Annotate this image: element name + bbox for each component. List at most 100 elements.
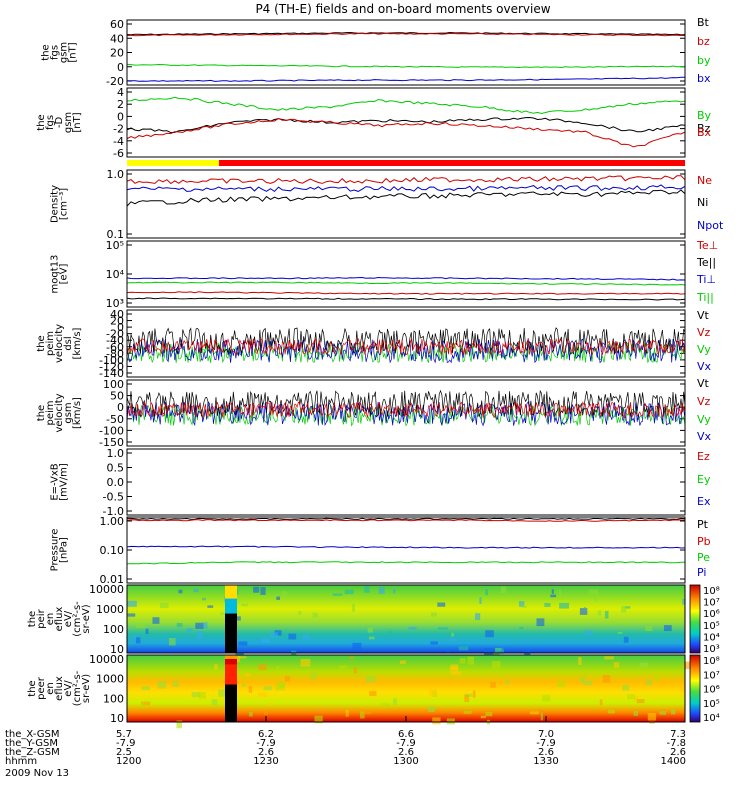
y-axis-label: (cm²-s- (72, 601, 83, 637)
heatmap-cell (684, 661, 693, 670)
heatmap-cell (145, 628, 149, 634)
y-axis-label: fgs (45, 115, 56, 130)
y-tick-label: 1.0 (107, 168, 125, 181)
heatmap-cell (670, 709, 676, 715)
heatmap-cell (260, 587, 266, 595)
heatmap-cell (623, 636, 629, 643)
legend-entry: Ti|| (696, 291, 714, 304)
colorbar (689, 654, 701, 723)
legend-entry: Pt (697, 518, 709, 531)
panel-frame (126, 87, 686, 158)
heatmap-cell (529, 711, 540, 715)
heatmap-cell (225, 659, 237, 665)
heatmap-cell (186, 628, 193, 632)
y-tick-label: 1.0 (107, 447, 125, 460)
heatmap-cell (132, 634, 137, 639)
heatmap-cell (584, 630, 593, 636)
series-line-By (126, 96, 686, 115)
x-tick-value: -7.9 (536, 738, 556, 749)
heatmap-cell (258, 692, 267, 697)
y-tick-label: 0.5 (107, 462, 125, 475)
legend-entry: Vx (697, 360, 712, 373)
series-line-Te⊥ (126, 291, 686, 295)
heatmap-cell (352, 642, 362, 651)
y-tick-label: 0.10 (100, 544, 125, 557)
y-axis-label: en (45, 613, 56, 626)
heatmap-cell (613, 662, 620, 668)
panel-frame (126, 516, 686, 584)
heatmap-cell (157, 681, 167, 689)
heatmap-cell (344, 589, 354, 595)
y-tick-label: 50 (110, 390, 124, 403)
heatmap-cell (191, 692, 201, 698)
y-tick-label: 1000 (96, 603, 124, 616)
colorbar-label: 10⁴ (703, 713, 720, 724)
heatmap-cell (195, 622, 204, 629)
x-tick-value: 6.6 (398, 729, 414, 740)
y-tick-label: 4 (117, 86, 124, 99)
legend-entry: Ni (697, 196, 708, 209)
legend-entry: bx (697, 72, 711, 85)
heatmap-cell (220, 612, 225, 615)
y-tick-label: 10⁴ (106, 268, 125, 281)
heatmap-cell (485, 589, 488, 596)
series-line-Pi (126, 545, 686, 549)
y-axis-label: E=-VxB (50, 463, 61, 500)
y-axis-label: [km/s] (72, 327, 83, 359)
colorbar-label: 10⁸ (703, 656, 720, 667)
heatmap-cell (176, 622, 183, 628)
legend-entry: Vt (697, 309, 710, 322)
heatmap-cell (211, 699, 218, 706)
heatmap-cell (536, 618, 545, 627)
y-tick-label: 10 (110, 712, 124, 725)
heatmap-cell (218, 689, 227, 697)
heatmap-cell (196, 631, 203, 639)
series-line-Npot (126, 184, 686, 193)
heatmap-cell (430, 641, 438, 645)
legend-entry: By (697, 109, 712, 122)
heatmap-cell (681, 686, 686, 693)
heatmap-cell (524, 649, 531, 658)
heatmap-cell (654, 675, 660, 682)
heatmap-cell (178, 589, 183, 594)
heatmap-cell (248, 685, 253, 693)
series-noise-Vx (126, 400, 686, 427)
legend-entry: Vz (697, 326, 711, 339)
y-axis-label: sr-eV) (81, 674, 92, 703)
y-tick-label: -40 (106, 334, 124, 347)
heatmap-cell (244, 673, 251, 676)
heatmap-cell (261, 638, 270, 644)
heatmap-cell (332, 593, 343, 596)
heatmap-cell (639, 662, 649, 668)
heatmap-cell (492, 661, 501, 669)
heatmap-cell (253, 586, 260, 593)
y-tick-label: 100 (103, 623, 124, 636)
heatmap-cell (238, 641, 248, 646)
heatmap-cell (518, 601, 525, 607)
heatmap-cell (446, 650, 450, 653)
y-tick-label: -20 (106, 328, 124, 341)
mode-bar-slow (127, 160, 219, 166)
colorbar-label: 10⁸ (703, 586, 720, 597)
legend-entry: Bz (697, 122, 711, 135)
colorbar-label: 10⁴ (703, 632, 720, 643)
y-tick-label: 0 (117, 321, 124, 334)
legend-entry: Ti⊥ (696, 273, 716, 286)
x-tick-value: 2.6 (538, 747, 554, 758)
heatmap-cell (583, 606, 586, 611)
y-axis-label: en (45, 682, 56, 695)
heatmap-cell (339, 665, 347, 669)
x-tick-value: 1330 (533, 756, 558, 767)
y-tick-label: 10³ (106, 297, 124, 310)
heatmap-cell (597, 610, 602, 616)
heatmap-cell (199, 692, 206, 699)
panel-frame (126, 240, 686, 308)
x-tick-value: -7.9 (116, 738, 136, 749)
heatmap-cell (634, 695, 638, 701)
heatmap-cell (449, 666, 459, 674)
x-tick-value: 7.3 (670, 729, 686, 740)
y-axis-label: peim (45, 400, 56, 425)
heatmap-cell (624, 606, 631, 609)
heatmap-cell (559, 589, 562, 597)
